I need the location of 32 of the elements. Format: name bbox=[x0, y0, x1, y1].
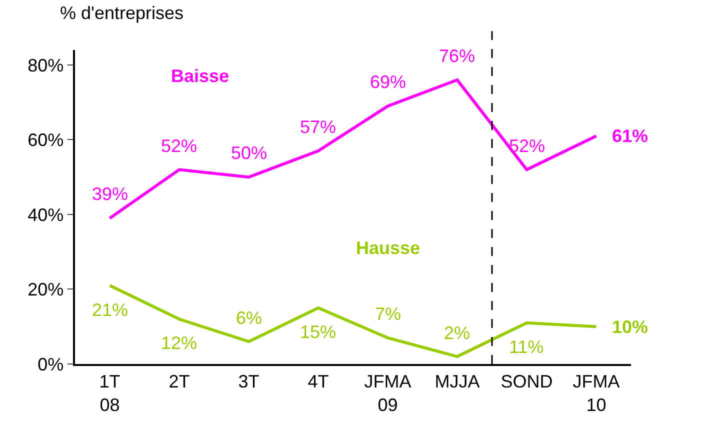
data-label: 39% bbox=[92, 184, 128, 204]
x-tick-label: JFMA 09 bbox=[364, 371, 412, 415]
data-label: 52% bbox=[161, 136, 198, 156]
y-axis-title: % d'entreprises bbox=[60, 3, 184, 23]
data-label: 6% bbox=[236, 308, 262, 328]
data-label: 57% bbox=[300, 117, 336, 137]
x-tick-label: 4T bbox=[308, 371, 329, 392]
x-tick-label: MJJA bbox=[434, 371, 480, 392]
y-tick-label: 0% bbox=[38, 354, 64, 374]
x-tick-label: 2T bbox=[168, 371, 190, 392]
y-tick-label: 20% bbox=[28, 280, 64, 300]
data-label: 69% bbox=[370, 72, 406, 92]
y-tick-label: 60% bbox=[28, 130, 64, 150]
data-label: 10% bbox=[612, 317, 648, 337]
data-label: 12% bbox=[161, 333, 198, 353]
x-tick-label: 1T 08 bbox=[99, 371, 120, 415]
x-tick-label: SOND bbox=[500, 371, 553, 392]
data-label: 2% bbox=[444, 323, 470, 343]
text: Baisse bbox=[171, 66, 230, 86]
y-tick-label: 80% bbox=[28, 55, 64, 76]
data-label: 50% bbox=[231, 143, 268, 163]
data-label: 52% bbox=[509, 136, 546, 156]
x-tick-label: 3T bbox=[238, 371, 260, 392]
x-tick-label: JFMA 10 bbox=[572, 371, 620, 415]
data-label: 76% bbox=[439, 46, 476, 66]
data-label: 21% bbox=[92, 300, 128, 320]
y-tick-label: 40% bbox=[28, 204, 64, 225]
data-label: 7% bbox=[375, 304, 402, 324]
text: Hausse bbox=[356, 238, 420, 258]
data-label: 11% bbox=[509, 337, 544, 357]
data-label: 15% bbox=[300, 322, 336, 342]
data-label: 61% bbox=[612, 126, 648, 146]
